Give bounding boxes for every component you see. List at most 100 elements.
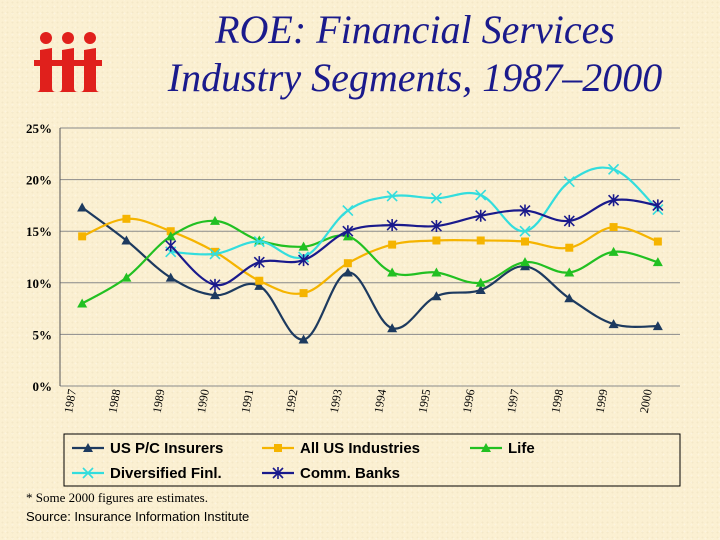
legend-label: All US Industries (300, 440, 420, 457)
data-point (386, 190, 398, 202)
data-point (342, 204, 354, 217)
y-tick-label: 0% (33, 379, 53, 394)
x-tick-label: 1989 (150, 388, 168, 414)
x-tick-label: 2000 (637, 388, 655, 414)
data-point (209, 278, 221, 291)
data-point (298, 254, 310, 267)
data-point (209, 248, 221, 260)
data-point (565, 243, 574, 252)
legend-marker (83, 443, 93, 452)
data-point (77, 298, 88, 308)
x-tick-label: 1994 (371, 388, 389, 414)
data-point (211, 247, 219, 256)
series-life (77, 215, 663, 308)
data-point (77, 202, 88, 212)
data-point (608, 163, 620, 175)
data-point (430, 220, 442, 233)
x-tick-label: 1991 (238, 388, 256, 414)
data-point (431, 267, 442, 277)
data-point (608, 319, 619, 329)
legend-item: Comm. Banks (262, 465, 400, 482)
data-point (388, 240, 397, 249)
legend-label: Diversified Finl. (110, 465, 222, 482)
data-point (431, 291, 442, 301)
x-axis-ticks: 1987 1988 1989 1990 1991 1992 1993 1994 1995 1996… (61, 388, 655, 414)
data-point (121, 235, 132, 245)
data-point (563, 176, 575, 188)
data-point (520, 257, 530, 267)
data-point (78, 232, 87, 241)
data-point (343, 259, 352, 268)
data-point (122, 214, 131, 223)
data-point (299, 289, 308, 298)
page-title: ROE: Financial Services Industry Segment… (120, 6, 710, 102)
x-tick-label: 1998 (548, 388, 566, 414)
legend-label: US P/C Insurers (110, 440, 223, 457)
data-point (254, 280, 265, 290)
grid-layer (59, 127, 680, 387)
data-point (255, 276, 264, 285)
data-point (475, 189, 487, 201)
series-diversified-finl (165, 163, 664, 263)
data-point (564, 267, 575, 277)
x-tick-label: 1990 (194, 388, 212, 414)
x-tick-label: 1988 (105, 388, 123, 414)
legend-box (63, 433, 681, 487)
data-point (608, 246, 619, 256)
data-point (475, 277, 486, 287)
data-point (298, 241, 309, 251)
data-point (563, 214, 575, 227)
series-line (81, 219, 659, 305)
data-point (210, 215, 220, 225)
data-point (166, 227, 175, 236)
data-point (652, 257, 663, 267)
y-axis-ticks: 0% 5% 10% 15% 20% 25% (26, 121, 52, 394)
data-point (564, 293, 575, 303)
data-point (387, 323, 398, 333)
legend-marker (272, 467, 284, 479)
data-point (386, 219, 398, 232)
data-point (519, 225, 531, 237)
x-tick-label: 1995 (415, 388, 433, 414)
title-line-1: ROE: Financial Services (215, 7, 615, 52)
data-point (165, 239, 177, 252)
series-line (169, 198, 659, 287)
legend-item: US P/C Insurers (72, 440, 223, 457)
legend-item: Life (470, 440, 535, 457)
x-tick-label: 1993 (327, 388, 345, 414)
data-point (432, 236, 441, 245)
data-point (121, 272, 132, 282)
x-tick-label: 1992 (283, 388, 301, 414)
y-tick-label: 25% (26, 121, 52, 136)
legend: US P/C Insurers All US Industries Life Dive… (63, 433, 681, 487)
legend-item: Diversified Finl. (72, 465, 222, 482)
data-point (609, 223, 618, 232)
series-us-p-c-insurers (77, 202, 663, 344)
data-point (165, 272, 176, 282)
data-point (342, 225, 354, 238)
data-point (519, 204, 531, 217)
legend-marker (82, 467, 94, 479)
series-comm-banks (165, 194, 664, 291)
legend-marker (274, 444, 282, 452)
series-layer (77, 163, 664, 344)
x-tick-label: 1996 (460, 388, 478, 414)
data-point (342, 267, 353, 277)
series-line (170, 166, 659, 260)
data-point (475, 209, 487, 222)
legend-item: All US Industries (262, 440, 420, 457)
footnote: * Some 2000 figures are estimates. (26, 490, 208, 505)
data-point (430, 192, 442, 204)
data-point (253, 256, 265, 269)
series-line (81, 206, 658, 341)
data-point (476, 236, 485, 245)
legend-label: Comm. Banks (300, 465, 400, 482)
title-line-2: Industry Segments, 1987–2000 (167, 55, 663, 100)
x-tick-label: 1997 (504, 388, 522, 414)
legend-label: Life (508, 440, 535, 457)
iii-logo: iii (34, 32, 102, 92)
y-tick-label: 15% (26, 224, 52, 239)
data-point (298, 334, 309, 344)
data-point (253, 235, 265, 248)
